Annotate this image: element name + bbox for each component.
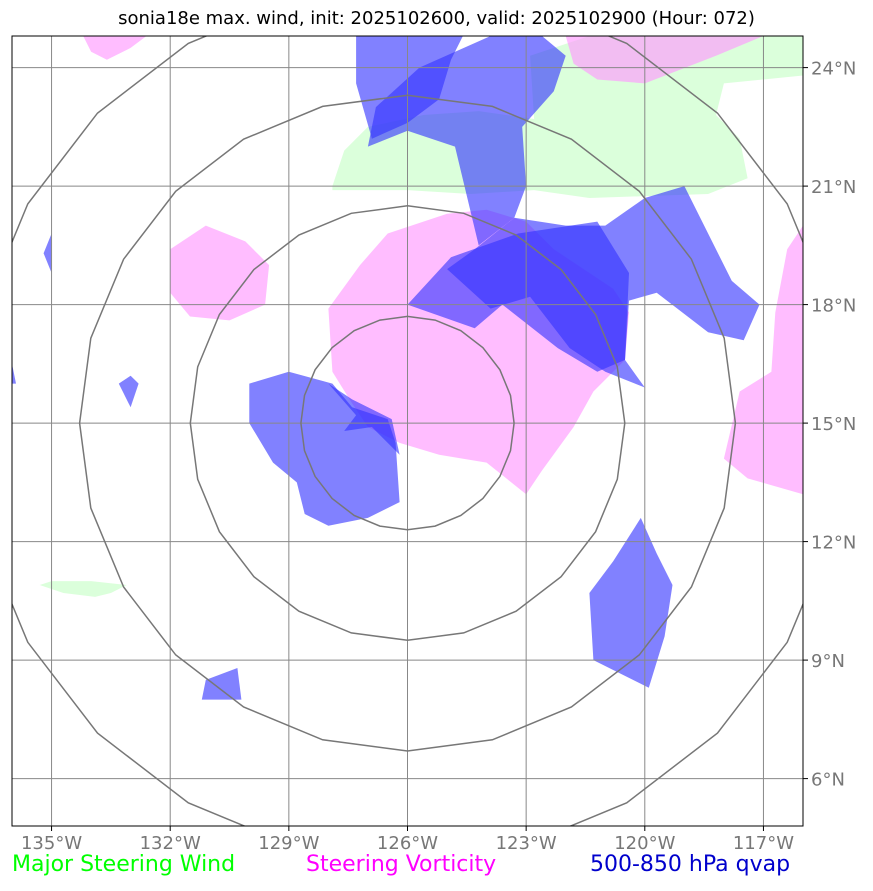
shaded-region [249, 371, 400, 526]
lon-tick-label: 135°W [21, 833, 82, 854]
lat-lon-grid [12, 36, 803, 826]
range-ring [12, 36, 803, 826]
shaded-region [201, 668, 242, 700]
map-title: sonia18e max. wind, init: 2025102600, va… [118, 8, 755, 29]
shaded-region [83, 36, 147, 60]
legend-qvap: 500-850 hPa qvap [590, 852, 791, 877]
lon-tick-label: 117°W [733, 833, 794, 854]
lat-tick-label: 15°N [811, 414, 856, 435]
range-ring [78, 94, 737, 752]
shaded-region [328, 383, 400, 455]
shaded-region [43, 233, 52, 273]
range-ring [300, 315, 515, 531]
shaded-region [367, 36, 566, 246]
layer-major-steering-wind [39, 36, 803, 597]
lon-tick-label: 132°W [140, 833, 201, 854]
shaded-region [12, 363, 16, 384]
lat-tick-label: 6°N [811, 770, 845, 791]
range-ring [189, 205, 626, 642]
latitude-tick-labels: 24°N 21°N 18°N 15°N 12°N 9°N 6°N [803, 59, 856, 791]
lat-tick-label: 9°N [811, 651, 845, 672]
range-rings [12, 36, 803, 826]
legend-steering-vorticity: Steering Vorticity [306, 852, 497, 877]
layer-500-850-hpa-qvap [12, 36, 760, 700]
lon-tick-label: 129°W [258, 833, 319, 854]
shaded-region [407, 221, 629, 372]
shaded-region [589, 517, 673, 688]
lat-tick-label: 12°N [811, 533, 856, 554]
lat-tick-label: 21°N [811, 177, 856, 198]
shaded-region [39, 581, 127, 597]
legend-major-steering-wind: Major Steering Wind [12, 852, 236, 877]
shaded-region [332, 36, 803, 198]
lat-tick-label: 18°N [811, 296, 856, 317]
lon-tick-label: 126°W [377, 833, 438, 854]
shaded-region [170, 225, 270, 321]
shaded-region [118, 375, 139, 408]
lon-tick-label: 123°W [496, 833, 557, 854]
longitude-tick-labels: 135°W 132°W 129°W 126°W 123°W 120°W 117°W [21, 826, 794, 854]
shaded-region [565, 36, 764, 84]
lat-tick-label: 24°N [811, 59, 856, 80]
shaded-region [723, 225, 803, 495]
lon-tick-label: 120°W [614, 833, 675, 854]
